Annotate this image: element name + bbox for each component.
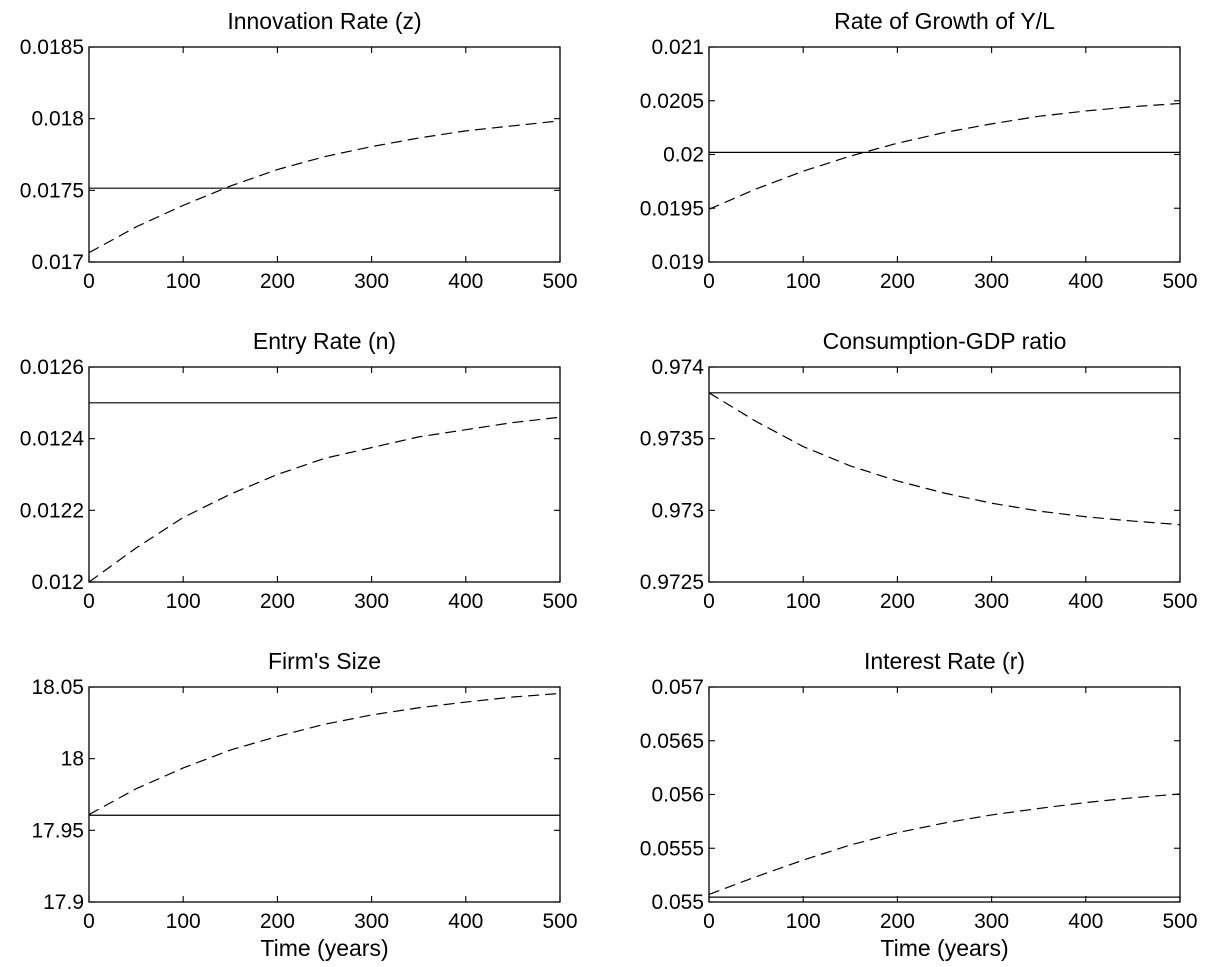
x-tick-label: 500	[1162, 590, 1197, 613]
y-tick-label: 0.973	[651, 499, 704, 522]
dashed-series-line	[708, 102, 1181, 210]
y-tick-label: 0.974	[651, 356, 704, 379]
x-tick-label: 300	[354, 590, 389, 613]
x-tick-label: 300	[354, 270, 389, 293]
axes-frame	[88, 686, 561, 903]
x-tick-label: 100	[166, 590, 201, 613]
y-tick-label: 0.056	[651, 784, 704, 807]
panel-interest-rate: 0 100 200 300 400 500 0.055 0.0555 0.056 0.0565 0.…	[640, 648, 1198, 961]
x-tick-label: 200	[260, 910, 295, 933]
y-tick-label: 0.0175	[20, 179, 84, 202]
panel-consumption-gdp-ratio: 0 100 200 300 400 500 0.9725 0.973 0.9735 0.974 Co…	[640, 328, 1198, 613]
x-tick-label: 300	[974, 270, 1009, 293]
y-tick-label: 0.055	[651, 891, 704, 914]
y-tick-label: 0.0185	[20, 36, 84, 59]
x-tick-label: 500	[542, 910, 577, 933]
y-tick-label: 0.018	[31, 108, 84, 131]
y-tick-label: 0.0555	[640, 837, 704, 860]
y-tick-label: 18.05	[31, 676, 84, 699]
x-tick-label: 300	[354, 910, 389, 933]
x-tick-label: 200	[880, 910, 915, 933]
x-tick-label: 100	[166, 270, 201, 293]
axes-frame	[88, 46, 561, 263]
panel-title: Rate of Growth of Y/L	[834, 8, 1055, 34]
panel-title: Innovation Rate (z)	[227, 8, 421, 34]
x-tick-label: 400	[448, 910, 483, 933]
y-tick-label: 0.0122	[20, 499, 84, 522]
x-tick-label: 100	[786, 590, 821, 613]
x-axis-label: Time (years)	[880, 935, 1008, 961]
panel-firms-size: 0 100 200 300 400 500 17.9 17.95 18 18.05 Firm's S…	[31, 648, 577, 961]
y-tick-label: 0.0124	[20, 428, 85, 451]
dashed-series-line	[88, 416, 561, 583]
axes-frame	[708, 366, 1181, 583]
x-tick-label: 100	[786, 270, 821, 293]
panel-title: Entry Rate (n)	[253, 328, 396, 354]
x-axis-label: Time (years)	[260, 935, 388, 961]
y-tick-label: 0.0205	[640, 90, 704, 113]
y-tick-label: 0.057	[651, 676, 704, 699]
y-tick-label: 0.02	[663, 144, 704, 167]
panel-title: Consumption-GDP ratio	[823, 328, 1067, 354]
x-tick-label: 100	[166, 910, 201, 933]
x-tick-label: 200	[880, 590, 915, 613]
y-tick-label: 0.0195	[640, 197, 704, 220]
y-tick-label: 0.021	[651, 36, 704, 59]
x-tick-label: 200	[260, 590, 295, 613]
panel-rate-of-growth-yl: 0 100 200 300 400 500 0.019 0.0195 0.02 0.0205 0.0…	[640, 8, 1198, 293]
panel-entry-rate: 0 100 200 300 400 500 0.012 0.0122 0.0124 0.0126 E…	[20, 328, 578, 613]
panel-innovation-rate: 0 100 200 300 400 500 0.017 0.0175 0.018 0.0185 In…	[20, 8, 578, 293]
x-tick-label: 400	[1068, 270, 1103, 293]
x-tick-label: 0	[83, 910, 95, 933]
axes-frame	[88, 366, 561, 583]
x-tick-label: 500	[1162, 910, 1197, 933]
dashed-series-line	[88, 120, 561, 254]
y-tick-label: 0.0126	[20, 356, 84, 379]
x-tick-label: 200	[260, 270, 295, 293]
x-tick-label: 400	[1068, 590, 1103, 613]
x-tick-label: 0	[83, 270, 95, 293]
x-tick-label: 0	[83, 590, 95, 613]
y-tick-label: 0.012	[31, 571, 84, 594]
x-tick-label: 500	[1162, 270, 1197, 293]
dashed-series-line	[708, 392, 1181, 526]
y-tick-label: 0.9725	[640, 571, 704, 594]
x-tick-label: 100	[786, 910, 821, 933]
y-tick-label: 18	[61, 748, 84, 771]
x-tick-label: 400	[448, 270, 483, 293]
x-tick-label: 200	[880, 270, 915, 293]
x-tick-label: 500	[542, 270, 577, 293]
y-tick-label: 0.0565	[640, 730, 704, 753]
x-tick-label: 0	[703, 910, 715, 933]
y-tick-label: 0.019	[651, 251, 704, 274]
panel-title: Firm's Size	[268, 648, 381, 674]
dashed-series-line	[708, 793, 1181, 896]
y-tick-label: 17.95	[31, 819, 84, 842]
y-tick-label: 0.9735	[640, 428, 704, 451]
x-tick-label: 400	[1068, 910, 1103, 933]
y-tick-label: 0.017	[31, 251, 84, 274]
axes-frame	[708, 46, 1181, 263]
dashed-series-line	[88, 692, 561, 816]
x-tick-label: 300	[974, 590, 1009, 613]
x-tick-label: 400	[448, 590, 483, 613]
x-tick-label: 0	[703, 270, 715, 293]
x-tick-label: 300	[974, 910, 1009, 933]
x-tick-label: 500	[542, 590, 577, 613]
x-tick-label: 0	[703, 590, 715, 613]
y-tick-label: 17.9	[43, 891, 84, 914]
panel-title: Interest Rate (r)	[864, 648, 1025, 674]
axes-frame	[708, 686, 1181, 903]
